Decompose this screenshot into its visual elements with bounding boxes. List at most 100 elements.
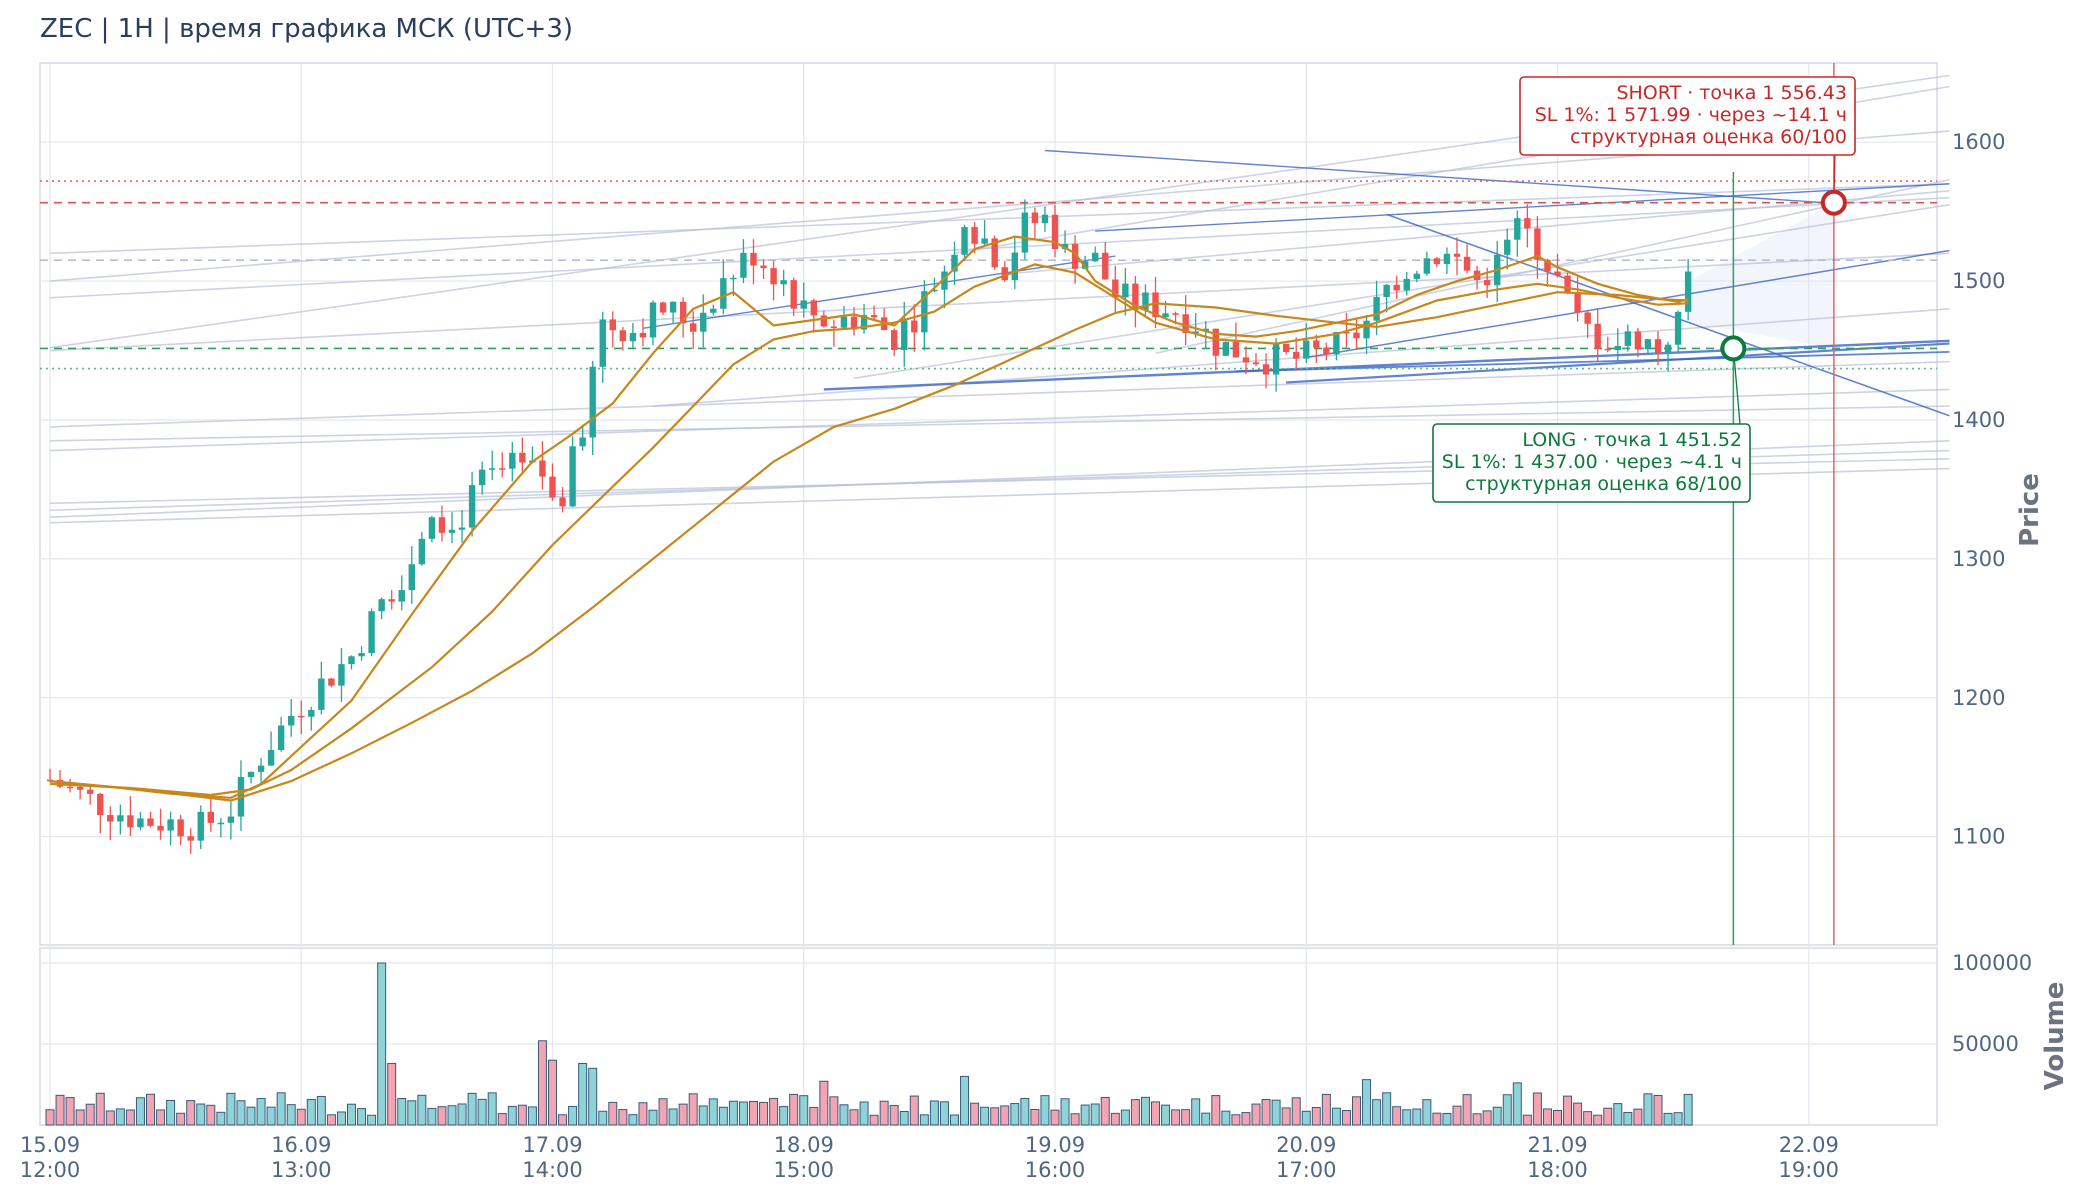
volume-bar [477, 1098, 487, 1126]
volume-bar [196, 1103, 206, 1126]
volume-bar [919, 1114, 929, 1126]
volume-bar [487, 1092, 497, 1126]
x-tick-label: 19.09 16:00 [1025, 1133, 1086, 1182]
volume-bar [75, 1109, 85, 1126]
volume-bar [186, 1100, 196, 1126]
candle-up [1363, 320, 1370, 339]
x-tick-label: 21.09 18:00 [1527, 1133, 1588, 1182]
volume-bar [598, 1110, 608, 1126]
candle-down [1483, 280, 1491, 286]
volume-bar [980, 1106, 990, 1126]
volume-bar [1191, 1098, 1201, 1126]
volume-bar [588, 1067, 598, 1126]
volume-bar [929, 1100, 939, 1126]
volume-bar [1633, 1108, 1643, 1126]
volume-bar [1100, 1096, 1110, 1126]
volume-bar [1392, 1106, 1402, 1126]
volume-bar [799, 1095, 809, 1126]
trendline-faint [49, 252, 1950, 352]
volume-bar [1573, 1102, 1583, 1126]
volume-bar [45, 1109, 55, 1126]
candle-down [1594, 323, 1601, 349]
candle-down [107, 815, 114, 822]
candle-down [539, 460, 546, 477]
volume-bar [1080, 1104, 1090, 1126]
candle-down [820, 315, 828, 327]
candle-up [740, 252, 747, 278]
volume-bar [1512, 1082, 1522, 1126]
candle-up [589, 366, 596, 438]
candle-down [1463, 256, 1471, 271]
long-label-line: структурная оценка 68/100 [1465, 473, 1742, 495]
candle-down [1031, 212, 1039, 224]
projection-zone [1688, 203, 1834, 348]
volume-bar [1301, 1110, 1311, 1126]
candle-up [1614, 345, 1621, 350]
candle-down [770, 268, 777, 285]
volume-bar [226, 1092, 236, 1126]
candle-up [710, 308, 717, 313]
short-label-box [1519, 76, 1856, 156]
volume-bar [1251, 1103, 1261, 1126]
candle-up [1041, 214, 1049, 224]
axes: 1100 1200 1300 1400 1500 1600 50000 100000 15.09… [20, 130, 2032, 1182]
candle-down [549, 476, 556, 498]
candle-down [1393, 284, 1400, 291]
volume-axis-title: Volume [2040, 982, 2070, 1091]
volume-tick-label: 100000 [1952, 951, 2032, 975]
volume-bar [839, 1104, 849, 1126]
volume-bar [749, 1100, 758, 1126]
volume-bar [326, 1114, 336, 1126]
candle-up [318, 678, 325, 710]
candle-down [66, 786, 74, 789]
candle-down [1634, 331, 1642, 350]
candle-down [659, 302, 667, 313]
volume-bar [246, 1106, 256, 1126]
candle-up [981, 238, 988, 244]
volume-bar [1181, 1109, 1191, 1126]
candle-up [649, 302, 657, 338]
volume-bar [1362, 1079, 1372, 1126]
volume-bar [1663, 1112, 1673, 1126]
volume-bar [216, 1111, 226, 1126]
candle-up [1413, 273, 1420, 279]
candle-up [901, 320, 908, 350]
candle-down [850, 316, 858, 330]
volume-bar [578, 1062, 588, 1126]
candle-up [921, 291, 928, 333]
volume-bar [95, 1092, 105, 1126]
volume-bar [156, 1109, 166, 1126]
volume-bar [1171, 1109, 1181, 1126]
volume-bar [427, 1107, 437, 1126]
volume-bar [517, 1104, 527, 1126]
candle-down [1353, 332, 1360, 339]
volume-bar [397, 1098, 407, 1126]
y-tick-label: 1100 [1952, 825, 2005, 849]
y-tick-label: 1200 [1952, 686, 2005, 710]
short-label-line: SL 1%: 1 571.99 · через ~14.1 ч [1535, 104, 1847, 126]
candle-down [1323, 347, 1330, 355]
candle-up [1644, 339, 1652, 350]
y-tick-label: 1400 [1952, 408, 2005, 432]
long-label-line: LONG · точка 1 451.52 [1522, 429, 1742, 451]
candle-up [288, 715, 295, 726]
candle-down [1132, 283, 1139, 310]
volume-bar [1412, 1108, 1422, 1126]
volume-bar [407, 1100, 417, 1126]
candle-down [830, 326, 838, 329]
candle-down [1433, 258, 1441, 265]
short-label-line: SHORT · точка 1 556.43 [1616, 82, 1847, 104]
candle-down [1152, 292, 1159, 318]
volume-bar [1532, 1092, 1542, 1126]
volume-bar [628, 1114, 638, 1126]
candle-down [750, 252, 757, 266]
candle-up [408, 564, 415, 591]
moving-average-line [49, 263, 1689, 797]
candle-down [639, 332, 647, 338]
candle-up [267, 749, 275, 766]
volume-bar [769, 1097, 779, 1126]
candle-down [1564, 275, 1571, 292]
candle-down [1282, 343, 1290, 353]
trendline-faint [49, 183, 1950, 255]
candle-down [1001, 267, 1008, 281]
